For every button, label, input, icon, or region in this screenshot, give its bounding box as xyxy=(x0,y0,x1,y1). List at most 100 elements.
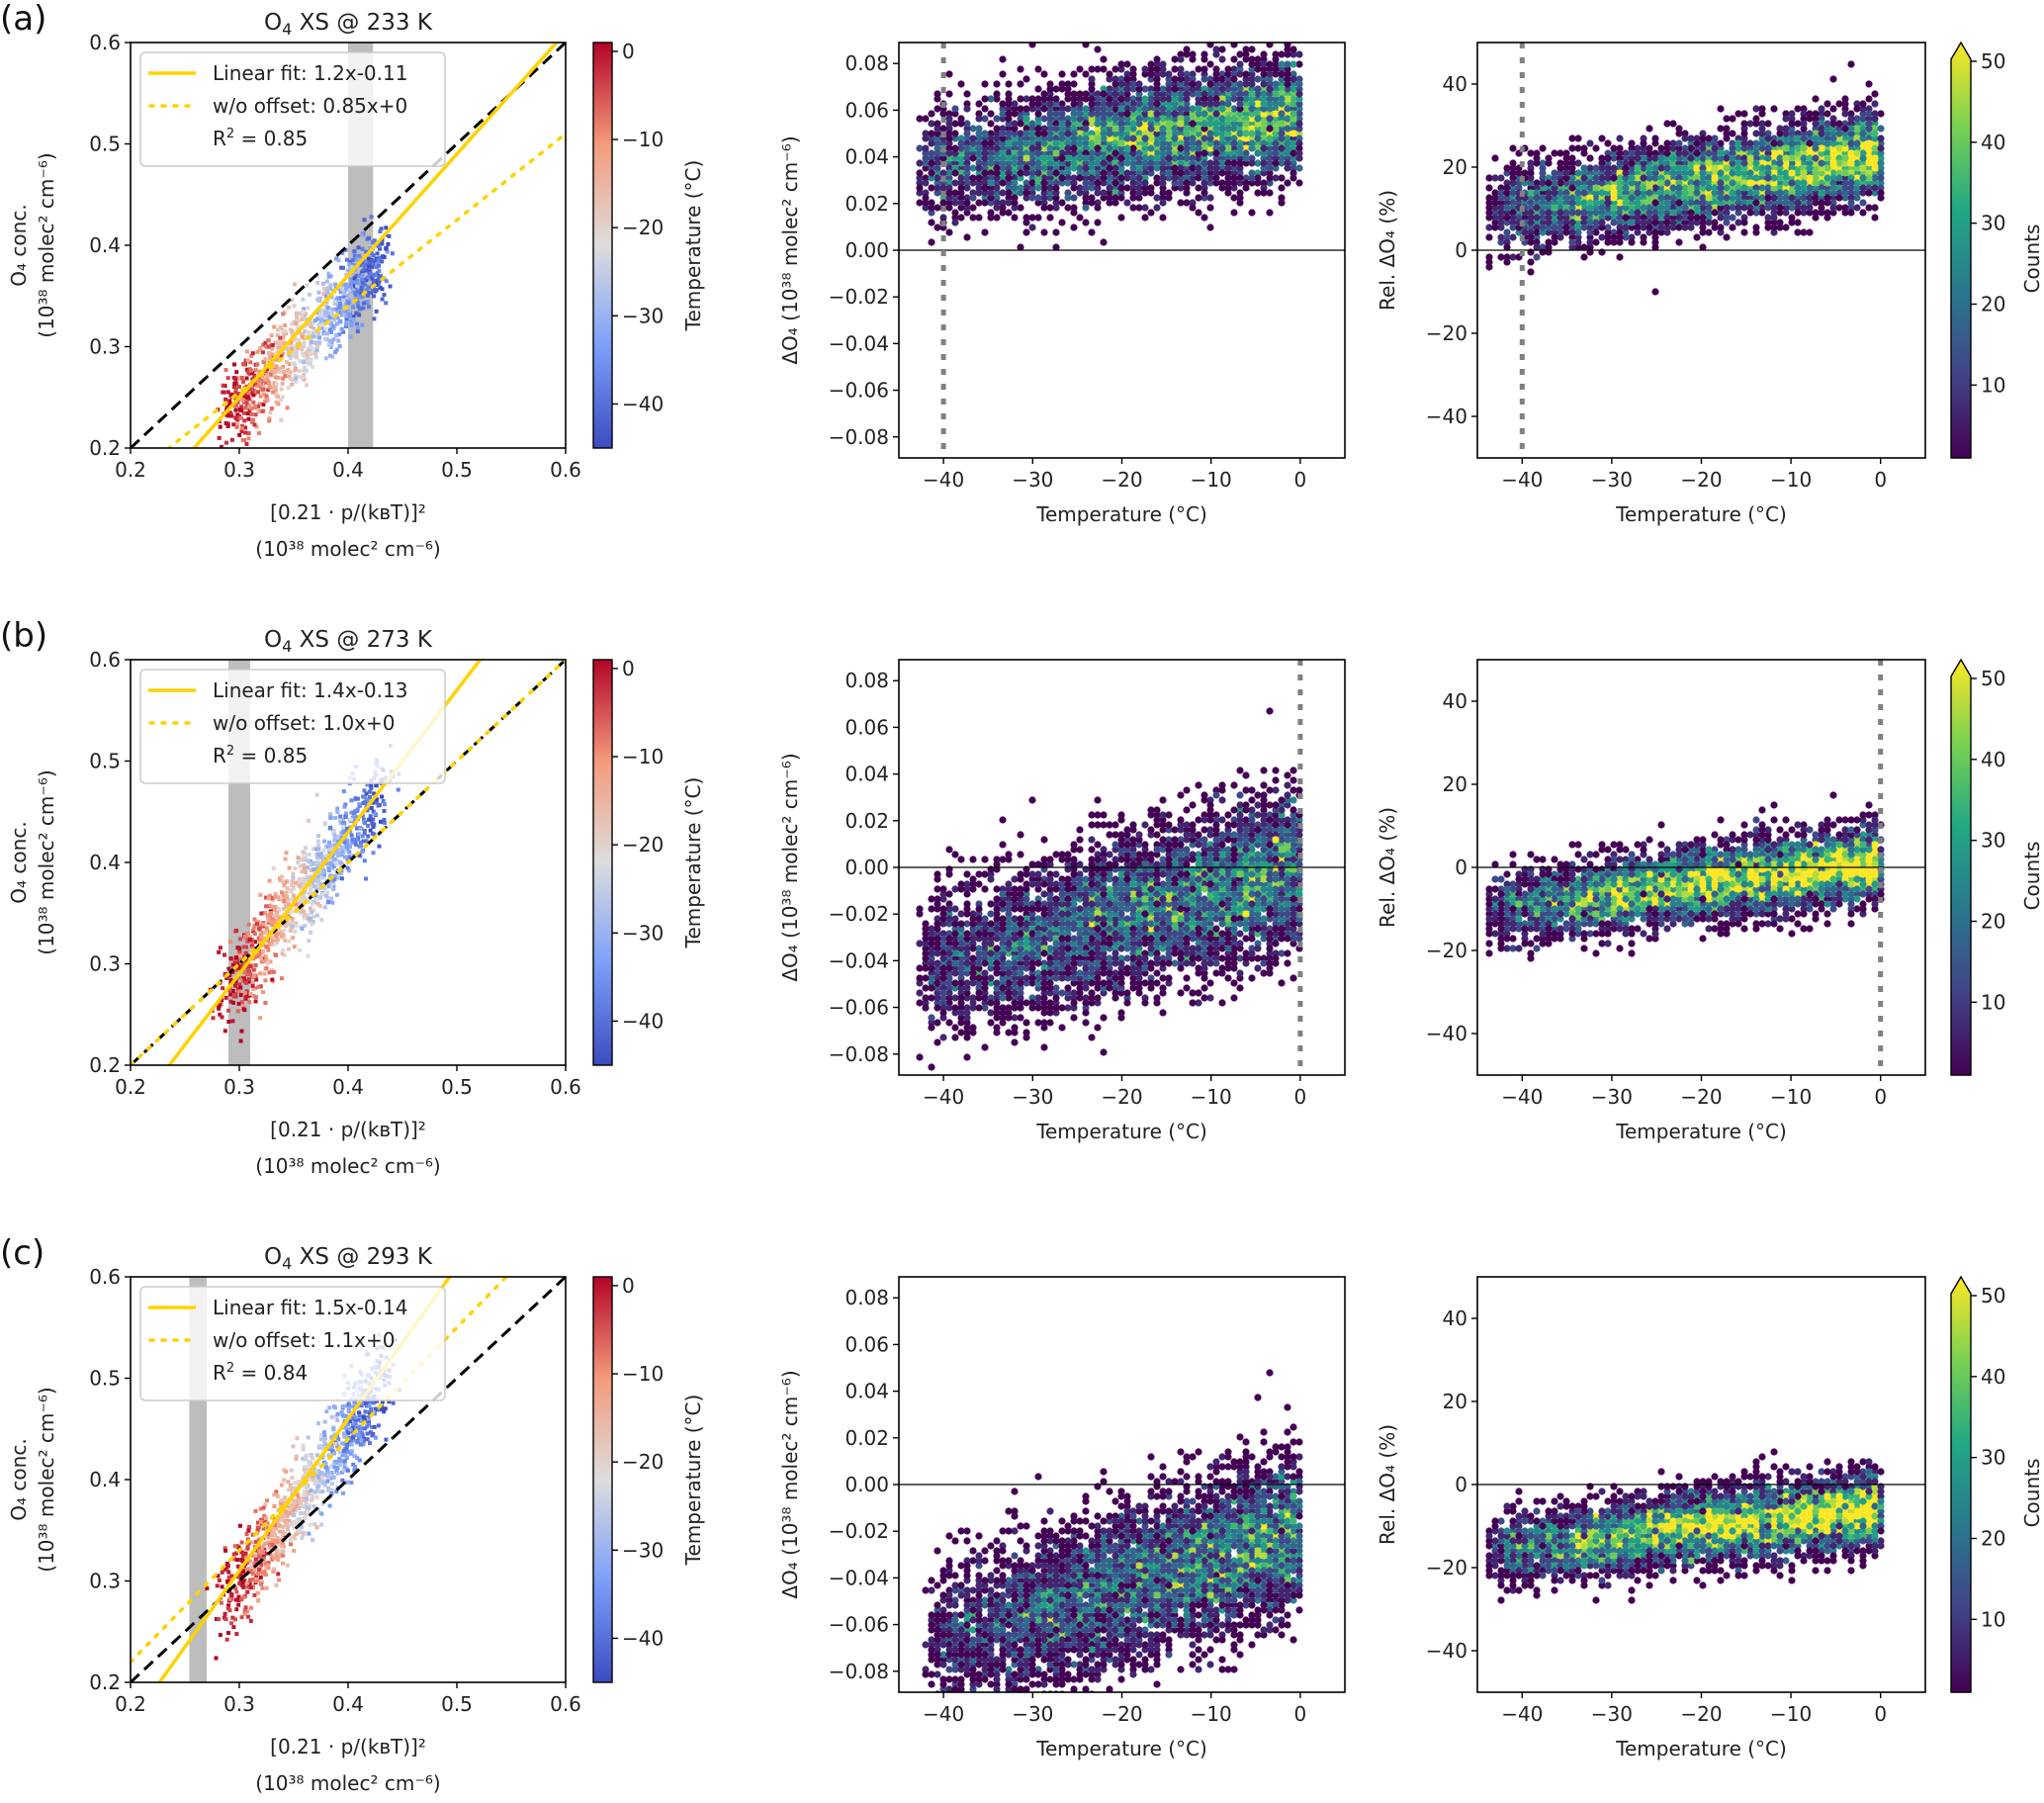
hexbin-cell xyxy=(1236,60,1244,68)
scatter-point xyxy=(276,895,281,900)
hexbin-cell xyxy=(1040,174,1048,182)
hexbin-cell xyxy=(1539,164,1547,172)
hexbin-cell xyxy=(1082,174,1090,182)
scatter-point xyxy=(345,865,350,870)
hexbin-cell xyxy=(1574,199,1582,207)
hexbin-cell xyxy=(1165,90,1173,98)
hexbin-cell xyxy=(1088,925,1096,933)
hexbin-cell xyxy=(1687,144,1695,152)
hexbin-cell xyxy=(1183,120,1191,128)
hexbin-cell xyxy=(1687,154,1695,162)
hexbin-cell xyxy=(1574,204,1582,212)
hexbin-cell xyxy=(1551,169,1558,177)
hexbin-cell xyxy=(1847,120,1855,128)
hexbin-cell xyxy=(1758,110,1766,118)
hexbin-cell xyxy=(1082,43,1090,48)
scatter-point xyxy=(371,809,376,814)
hexbin-cell xyxy=(1248,154,1256,162)
hexbin-cell xyxy=(1242,174,1250,182)
hexbin-cell xyxy=(999,169,1007,177)
hexbin-cell xyxy=(1284,105,1291,113)
hexbin-cell xyxy=(1111,184,1119,192)
hexbin-cell xyxy=(1284,144,1291,152)
hexbin-cell xyxy=(1723,125,1731,133)
scatter-point xyxy=(310,910,314,915)
scatter-point xyxy=(309,892,313,897)
hexbin-cell xyxy=(1147,135,1155,142)
hexbin-cell xyxy=(1675,204,1683,212)
hexbin-cell xyxy=(1022,95,1030,103)
scatter-point xyxy=(353,809,358,814)
hexbin-cell xyxy=(1082,154,1090,162)
scatter-point xyxy=(242,990,247,995)
hexbin-cell xyxy=(1011,130,1019,137)
scatter-point xyxy=(301,909,306,914)
hexbin-cell xyxy=(1147,139,1155,147)
hexbin-cell xyxy=(1183,110,1191,118)
hexbin-cell xyxy=(1545,184,1553,192)
hexbin-cell xyxy=(1064,169,1072,177)
hexbin-cell xyxy=(1183,80,1191,88)
hexbin-cell xyxy=(1289,90,1297,98)
hexbin-cell xyxy=(1604,214,1612,222)
hexbin-cell xyxy=(1230,85,1238,93)
hexbin-cell xyxy=(1651,164,1659,172)
hexbin-cell xyxy=(1634,144,1642,152)
hexbin-cell xyxy=(1503,204,1511,212)
hexbin-cell xyxy=(1622,228,1630,236)
hexbin-cell xyxy=(981,130,989,137)
hexbin-cell xyxy=(1064,139,1072,147)
hexbin-cell xyxy=(999,110,1007,118)
scatter-point xyxy=(311,920,315,925)
hexbin-cell xyxy=(1212,164,1220,172)
scatter-point xyxy=(241,400,246,405)
hexbin-cell xyxy=(1598,214,1606,222)
hexbin-cell xyxy=(1497,214,1505,222)
hexbin-cell xyxy=(1788,120,1796,128)
hexbin-cell xyxy=(1082,184,1090,192)
hexbin-cell xyxy=(1005,95,1013,103)
hexbin-cell xyxy=(1657,228,1665,236)
hexbin-cell xyxy=(1058,85,1066,93)
scatter-point xyxy=(276,906,281,911)
hexbin-cell xyxy=(1746,149,1754,157)
hexbin-cell xyxy=(1011,954,1019,962)
scatter-point xyxy=(331,316,336,320)
scatter-point xyxy=(267,418,272,423)
scatter-point xyxy=(376,259,381,264)
hexbin-cell xyxy=(1200,144,1208,152)
hexbin-cell xyxy=(1723,179,1731,187)
hexbin-cell xyxy=(1740,194,1748,202)
hexbin-cell xyxy=(1183,95,1191,103)
hexbin-cell xyxy=(1278,60,1286,68)
scatter-point xyxy=(274,340,279,345)
hexbin-cell xyxy=(1171,65,1179,73)
hexbin-cell xyxy=(1865,144,1873,152)
scatter-point xyxy=(360,246,365,251)
scatter-point xyxy=(250,377,255,382)
scatter-point xyxy=(327,353,332,358)
hexbin-cell xyxy=(975,130,983,137)
scatter-point xyxy=(251,927,256,932)
scatter-point xyxy=(307,899,311,904)
scatter-point xyxy=(283,924,288,929)
hexbin-cell xyxy=(1687,159,1695,167)
hexbin-cell xyxy=(1758,105,1766,113)
hexbin-cell xyxy=(1776,179,1784,187)
scatter-point xyxy=(239,429,244,434)
hexbin-cell xyxy=(1005,90,1013,98)
hexbin-cell xyxy=(1693,174,1701,182)
hexbin-cell xyxy=(1195,900,1202,908)
hexbin-cell xyxy=(1046,135,1054,142)
scatter-point xyxy=(262,936,267,941)
scatter-point xyxy=(332,838,337,843)
hexbin-cell xyxy=(1052,110,1060,118)
hexbin-cell xyxy=(1586,243,1594,251)
hexbin-cell xyxy=(1295,149,1303,157)
scatter-point xyxy=(260,990,265,995)
hexbin-cell xyxy=(951,1034,959,1041)
hexbin-cell xyxy=(1242,45,1250,53)
hexbin-cell xyxy=(1497,174,1505,182)
hexbin-cell xyxy=(1503,214,1511,222)
hexbin-cell xyxy=(1242,85,1250,93)
